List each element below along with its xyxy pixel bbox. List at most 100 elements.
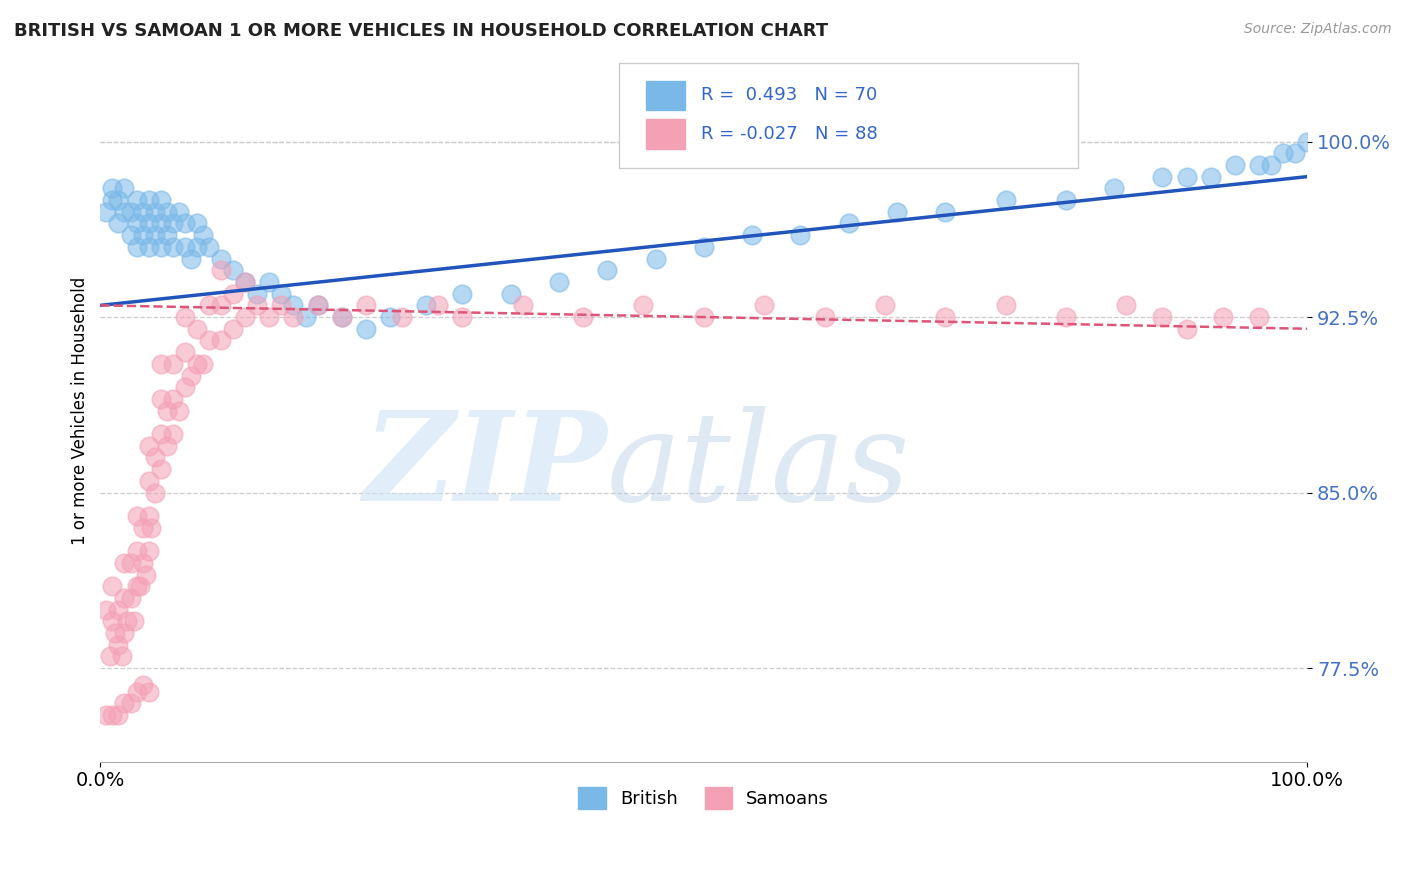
Point xyxy=(156,439,179,453)
Point xyxy=(120,696,142,710)
Point xyxy=(191,357,214,371)
Point xyxy=(1175,169,1198,184)
Point xyxy=(596,263,619,277)
Point xyxy=(644,252,666,266)
Point xyxy=(114,696,136,710)
Point xyxy=(186,216,208,230)
Point xyxy=(120,556,142,570)
Point xyxy=(114,556,136,570)
Point xyxy=(209,263,232,277)
Point xyxy=(246,286,269,301)
Point xyxy=(222,322,245,336)
Point xyxy=(167,204,190,219)
Point xyxy=(415,298,437,312)
Point xyxy=(156,228,179,243)
Point xyxy=(572,310,595,324)
Point xyxy=(167,403,190,417)
Point xyxy=(173,240,195,254)
Point xyxy=(138,193,160,207)
Point xyxy=(1054,310,1077,324)
Point xyxy=(162,392,184,406)
Point xyxy=(186,240,208,254)
Point xyxy=(96,708,118,723)
Point xyxy=(120,591,142,605)
Bar xyxy=(645,120,685,149)
Point xyxy=(114,591,136,605)
Point xyxy=(512,298,534,312)
Point xyxy=(222,263,245,277)
Point xyxy=(886,204,908,219)
Point xyxy=(1260,158,1282,172)
Point xyxy=(693,310,716,324)
Point xyxy=(101,181,124,195)
Point xyxy=(96,204,118,219)
Point xyxy=(330,310,353,324)
Point xyxy=(259,275,281,289)
Point xyxy=(391,310,413,324)
Point xyxy=(451,310,474,324)
Point xyxy=(98,649,121,664)
Point xyxy=(138,439,160,453)
Point xyxy=(813,310,835,324)
Point xyxy=(180,368,202,383)
Point xyxy=(209,252,232,266)
Point xyxy=(1223,158,1246,172)
Point xyxy=(138,684,160,698)
Point xyxy=(233,275,256,289)
Point xyxy=(294,310,316,324)
Point xyxy=(139,521,162,535)
Point xyxy=(1152,310,1174,324)
Point xyxy=(191,228,214,243)
Point xyxy=(149,240,172,254)
Point xyxy=(138,240,160,254)
Point xyxy=(283,298,305,312)
Point xyxy=(270,286,292,301)
Point xyxy=(693,240,716,254)
Point xyxy=(125,216,148,230)
Point xyxy=(135,567,157,582)
Point xyxy=(1199,169,1222,184)
Text: R =  0.493   N = 70: R = 0.493 N = 70 xyxy=(702,87,877,104)
FancyBboxPatch shape xyxy=(619,63,1078,169)
Point xyxy=(173,216,195,230)
Point xyxy=(156,403,179,417)
Point xyxy=(120,228,142,243)
Point xyxy=(307,298,329,312)
Point xyxy=(307,298,329,312)
Point xyxy=(138,474,160,488)
Point xyxy=(173,310,195,324)
Text: atlas: atlas xyxy=(607,406,911,528)
Point xyxy=(131,521,153,535)
Point xyxy=(1054,193,1077,207)
Point xyxy=(378,310,401,324)
Point xyxy=(125,240,148,254)
Text: R = -0.027   N = 88: R = -0.027 N = 88 xyxy=(702,125,879,143)
Point xyxy=(789,228,811,243)
Point xyxy=(233,275,256,289)
Point xyxy=(246,298,269,312)
Point xyxy=(101,193,124,207)
Text: Source: ZipAtlas.com: Source: ZipAtlas.com xyxy=(1244,22,1392,37)
Point xyxy=(1272,146,1295,161)
Point xyxy=(149,427,172,442)
Point xyxy=(270,298,292,312)
Point xyxy=(741,228,763,243)
Point xyxy=(198,334,221,348)
Point xyxy=(198,240,221,254)
Point xyxy=(131,204,153,219)
Point xyxy=(125,579,148,593)
Point xyxy=(156,204,179,219)
Point xyxy=(934,310,956,324)
Text: ZIP: ZIP xyxy=(364,406,607,527)
Point xyxy=(107,638,129,652)
Point xyxy=(131,677,153,691)
Point xyxy=(120,204,142,219)
Point xyxy=(107,602,129,616)
Point xyxy=(114,204,136,219)
Point xyxy=(1212,310,1234,324)
Point xyxy=(1115,298,1137,312)
Point xyxy=(131,228,153,243)
Point xyxy=(283,310,305,324)
Point xyxy=(1247,158,1270,172)
Point xyxy=(934,204,956,219)
